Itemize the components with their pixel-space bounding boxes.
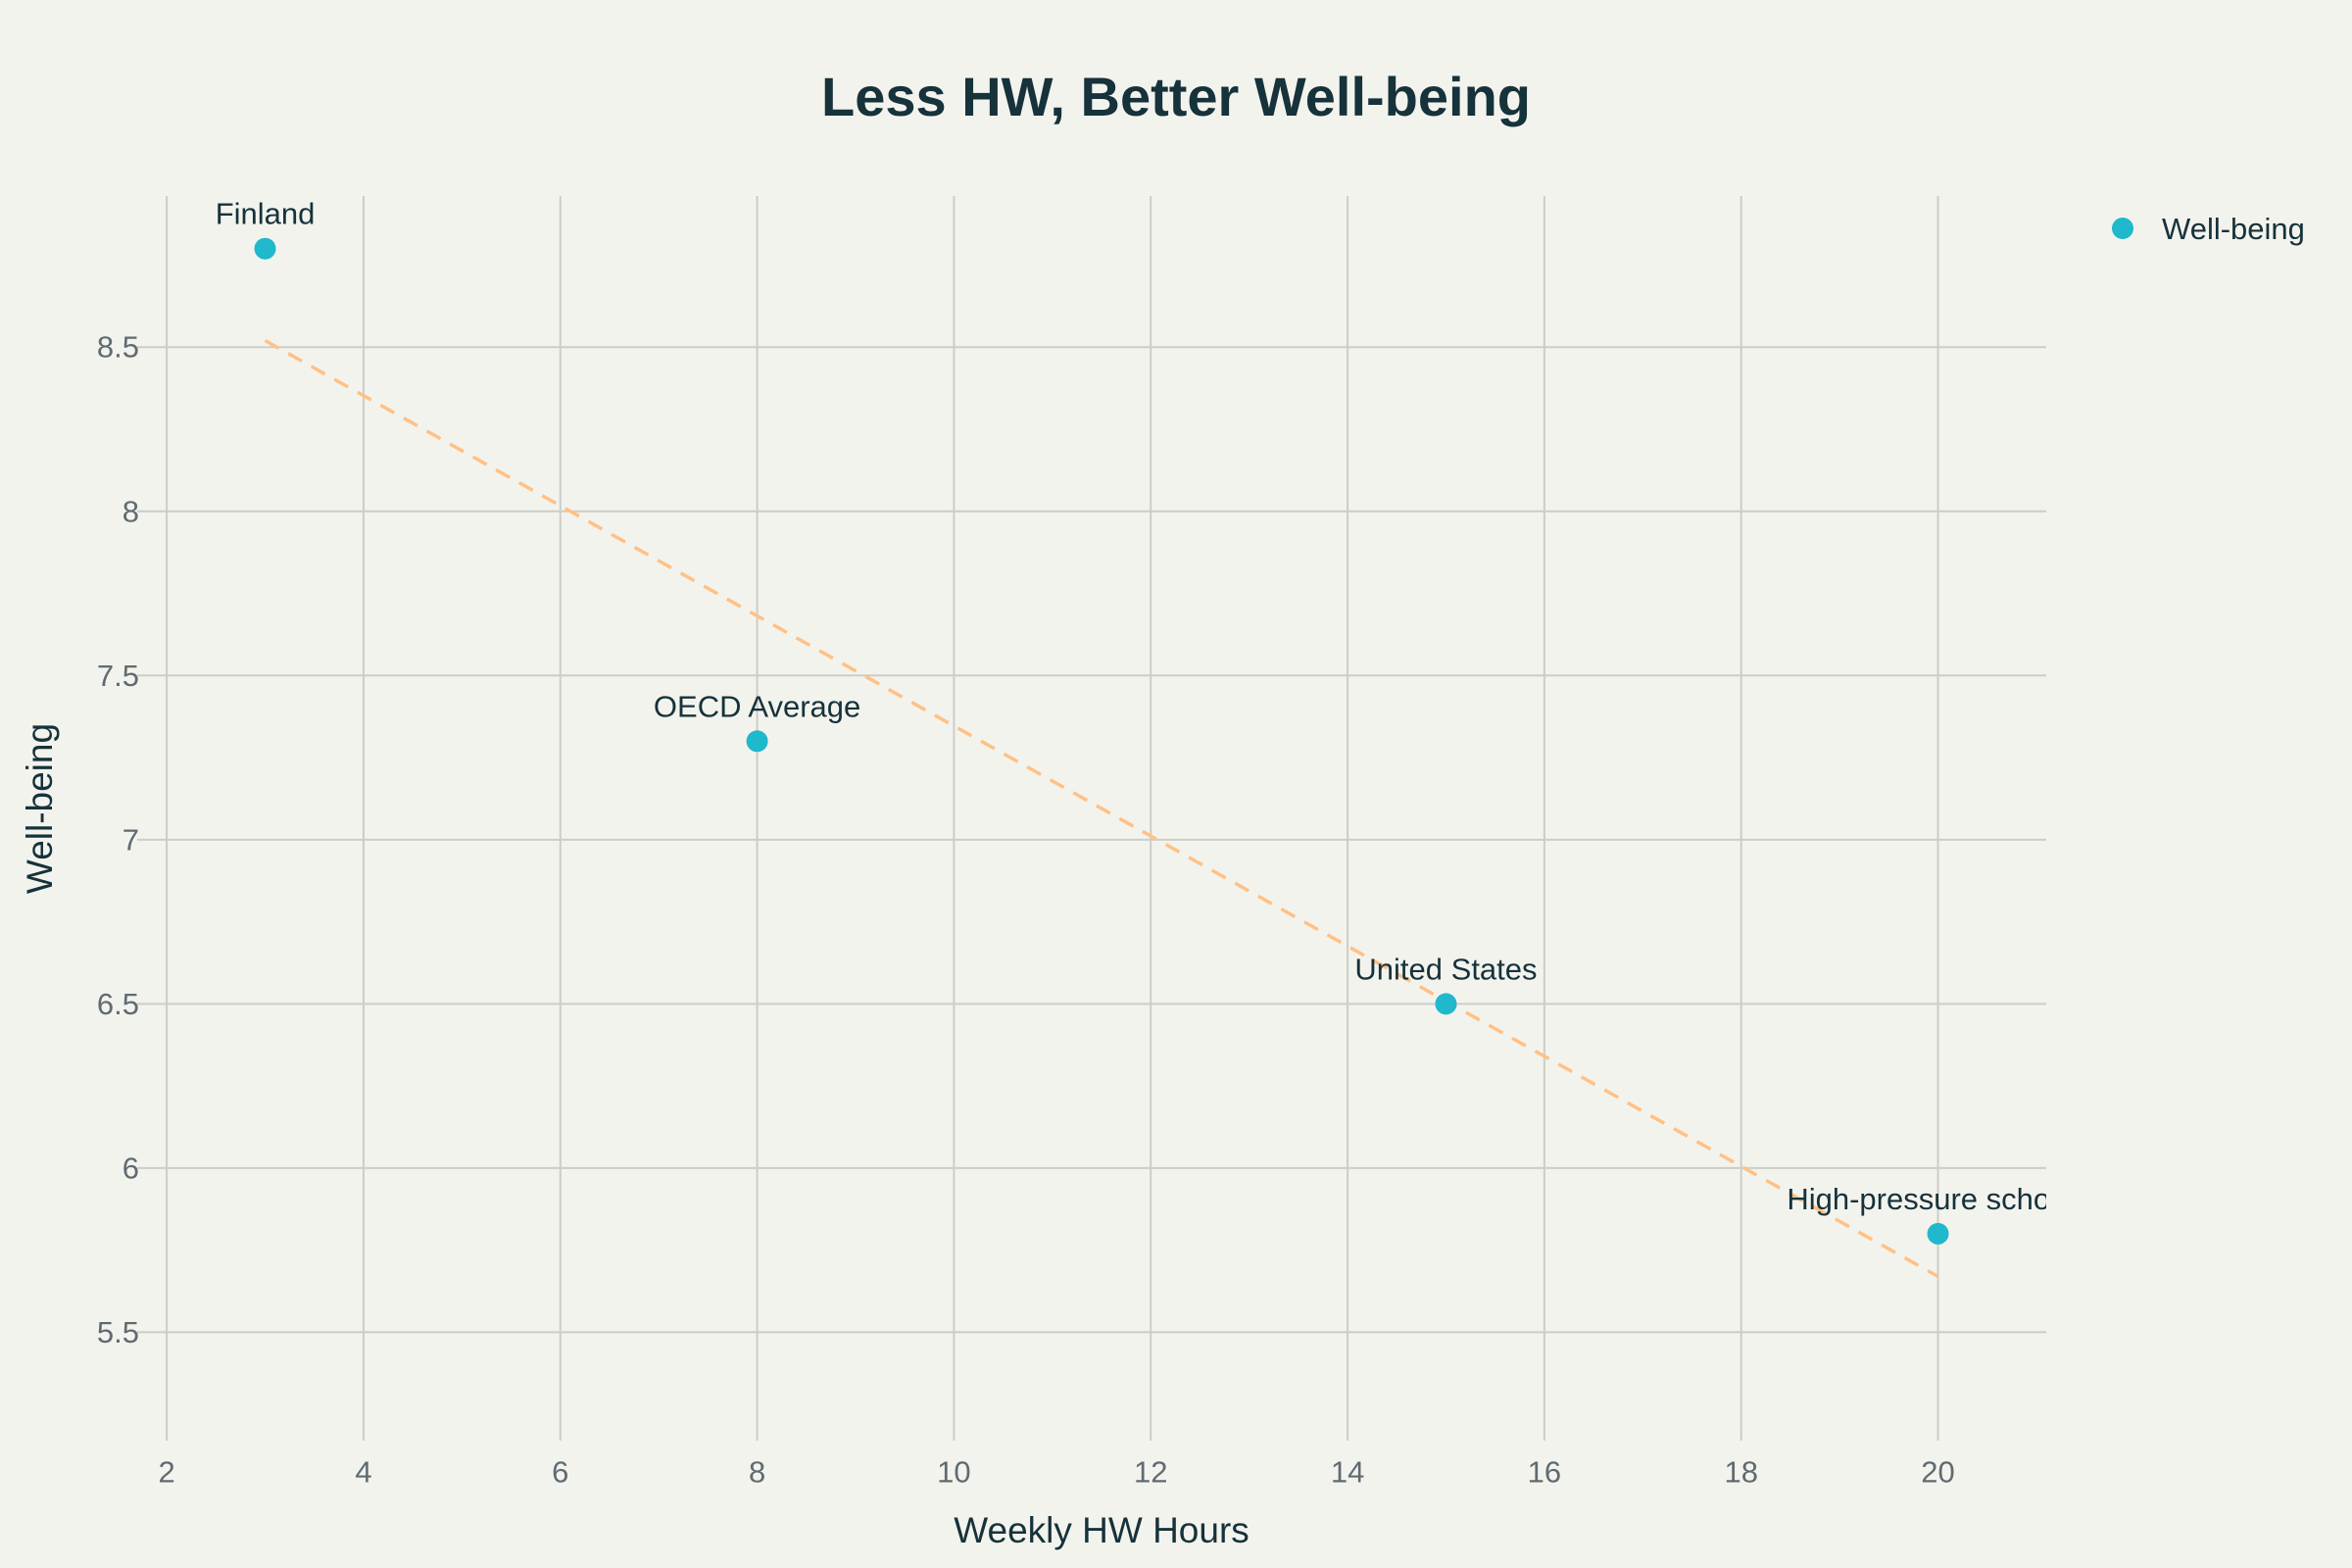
x-axis-title: Weekly HW Hours — [954, 1510, 1250, 1550]
data-point-label: Finland — [216, 197, 316, 231]
data-point-label: United States — [1354, 952, 1537, 986]
data-point[interactable] — [746, 730, 768, 753]
data-point-label: OECD Average — [654, 689, 860, 723]
x-tick-label: 8 — [749, 1454, 765, 1489]
y-tick-label: 6.5 — [97, 987, 139, 1021]
x-tick-label: 16 — [1528, 1454, 1561, 1489]
x-tick-label: 14 — [1331, 1454, 1364, 1489]
trendline — [264, 339, 1939, 1278]
y-tick-label: 7 — [122, 822, 139, 857]
y-tick-label: 7.5 — [97, 659, 139, 693]
data-point-label: High-pressure schools — [1787, 1182, 2088, 1216]
y-tick-label: 5.5 — [97, 1315, 139, 1349]
ticks-layer: 2 4 6 8 10 12 14 16 18 20 5.5 6 6.5 7 7.5 8 8.5 — [97, 330, 1955, 1490]
x-tick-label: 20 — [1921, 1454, 1954, 1489]
x-tick-label: 18 — [1724, 1454, 1757, 1489]
y-tick-label: 8 — [122, 494, 139, 528]
trendline-layer — [264, 339, 1939, 1278]
points-layer — [254, 237, 1949, 1245]
point-labels-layer: Finland OECD Average United States High-pre… — [216, 197, 2088, 1216]
x-tick-label: 2 — [158, 1454, 174, 1489]
data-point[interactable] — [254, 237, 276, 260]
x-tick-label: 6 — [552, 1454, 568, 1489]
data-point[interactable] — [1435, 993, 1457, 1015]
legend-label[interactable]: Well-being — [2162, 212, 2305, 246]
y-tick-label: 6 — [122, 1151, 139, 1185]
y-axis-title: Well-being — [20, 723, 60, 894]
x-tick-label: 12 — [1134, 1454, 1167, 1489]
data-point[interactable] — [1927, 1222, 1949, 1245]
legend-marker-icon — [2112, 218, 2133, 239]
chart-title: Less HW, Better Well-being — [821, 66, 1531, 127]
grid-layer — [137, 196, 2046, 1441]
x-tick-label: 10 — [937, 1454, 970, 1489]
legend[interactable]: Well-being — [2112, 212, 2305, 246]
x-tick-label: 4 — [355, 1454, 371, 1489]
y-tick-label: 8.5 — [97, 330, 139, 365]
